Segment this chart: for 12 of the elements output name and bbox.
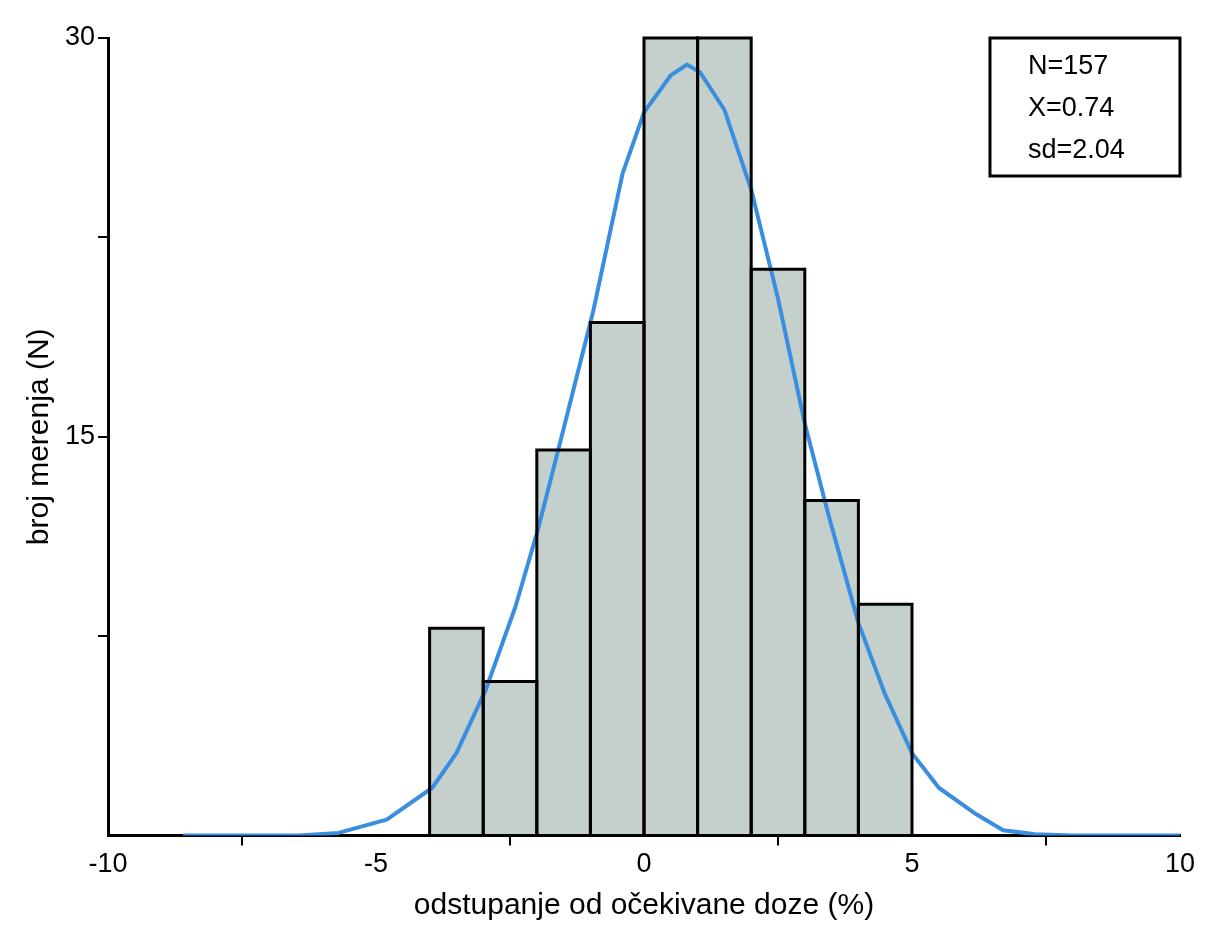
- annotation: X=0.74: [1027, 92, 1115, 123]
- x-tick-label: -5: [364, 848, 389, 879]
- y-tick-label: 15: [64, 420, 96, 451]
- x-tick-label: 5: [904, 848, 920, 879]
- x-tick-label: -10: [88, 848, 128, 879]
- annotation: N=157: [1027, 50, 1109, 81]
- x-tick-label: 0: [636, 848, 652, 879]
- x-tick-label: 10: [1164, 848, 1196, 879]
- y-tick-label: 30: [64, 21, 96, 52]
- annotation: sd=2.04: [1027, 134, 1125, 165]
- x-axis-title: odstupanje od očekivane doze (%): [413, 887, 875, 921]
- y-axis-title: broj merenja (N): [21, 328, 55, 546]
